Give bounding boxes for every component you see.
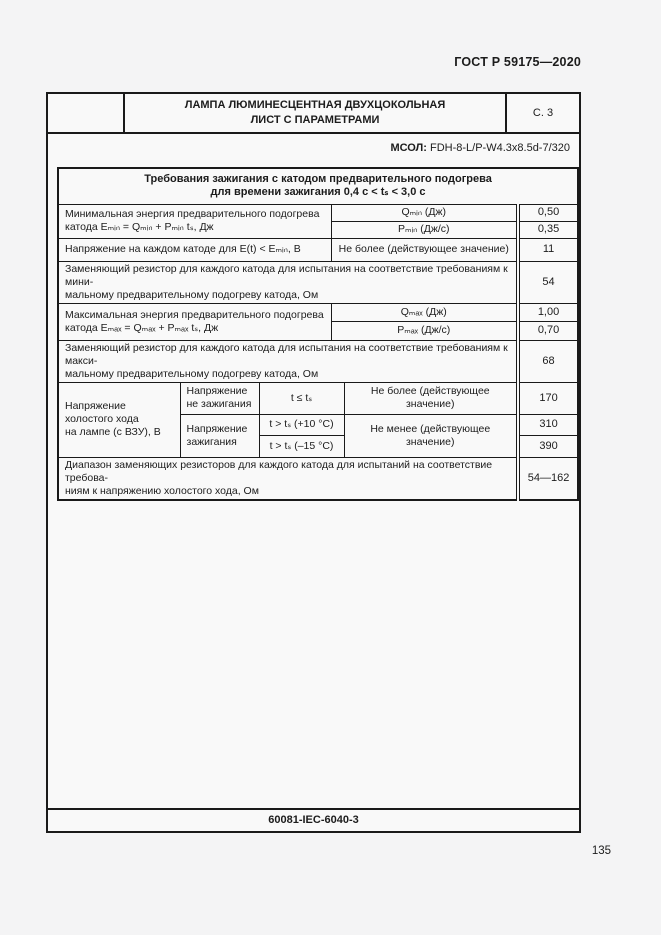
table-row: Заменяющий резистор для каждого катода д…	[57, 260, 579, 304]
table-row: Напряжение холостого хода на лампе (с ВЗ…	[57, 381, 579, 458]
table-title-line1: Требования зажигания с катодом предварит…	[144, 173, 492, 186]
cathode-voltage-value: 11	[515, 237, 579, 262]
resistor-range-value: 54—162	[515, 456, 579, 500]
sheet-title-line2: ЛИСТ С ПАРАМЕТРАМИ	[250, 114, 380, 126]
footer-standard-code: 60081-IEC-6040-3	[48, 808, 579, 831]
table-row: Максимальная энергия предварительного по…	[57, 302, 579, 341]
standard-number: ГОСТ Р 59175—2020	[454, 55, 581, 69]
ignition-criterion: Не менее (действующее значение)	[343, 413, 519, 458]
table-title-row: Требования зажигания с катодом предварит…	[57, 167, 579, 205]
cathode-voltage-criterion: Не более (действующее значение)	[330, 237, 519, 262]
max-energy-p-value: 0,70	[515, 320, 579, 341]
open-circuit-group-label: Напряжение холостого хода на лампе (с ВЗ…	[57, 381, 181, 458]
max-resistor-label: Заменяющий резистор для каждого катода д…	[57, 339, 519, 383]
no-ignition-criterion: Не более (действующее значение)	[343, 381, 519, 415]
table-row: Диапазон заменяющих резисторов для каждо…	[57, 456, 579, 500]
min-resistor-label: Заменяющий резистор для каждого катода д…	[57, 260, 519, 304]
no-ignition-value: 170	[515, 381, 579, 415]
min-energy-label: Минимальная энергия предварительного под…	[57, 203, 332, 239]
sheet-header: ЛАМПА ЛЮМИНЕСЦЕНТНАЯ ДВУХЦОКОЛЬНАЯ ЛИСТ …	[48, 94, 579, 134]
no-ignition-mode: Напряжение не зажигания	[179, 381, 260, 415]
mcol-designation: МСОЛ: FDH-8-L/P-W4.3x8.5d-7/320	[48, 134, 579, 154]
ignition-requirements-table: Требования зажигания с катодом предварит…	[57, 167, 580, 501]
ignition-value-cold: 390	[515, 434, 579, 458]
cathode-voltage-label: Напряжение на каждом катоде для E(t) < E…	[57, 237, 332, 262]
max-energy-label: Максимальная энергия предварительного по…	[57, 302, 332, 341]
max-energy-q-value: 1,00	[515, 302, 579, 322]
min-resistor-value: 54	[515, 260, 579, 304]
table-title-cell: Требования зажигания с катодом предварит…	[57, 167, 579, 205]
max-resistor-value: 68	[515, 339, 579, 383]
mcol-label: МСОЛ:	[390, 142, 427, 154]
sheet-title: ЛАМПА ЛЮМИНЕСЦЕНТНАЯ ДВУХЦОКОЛЬНАЯ ЛИСТ …	[125, 94, 505, 132]
min-energy-p-value: 0,35	[515, 220, 579, 239]
no-ignition-condition: t ≤ tₛ	[258, 381, 345, 415]
table-row: t > tₛ (–15 °C) 390	[58, 434, 579, 458]
ignition-value-warm: 310	[515, 413, 579, 436]
mcol-value: FDH-8-L/P-W4.3x8.5d-7/320	[430, 142, 570, 154]
min-energy-p-symbol: Pₘᵢₙ (Дж/с)	[330, 220, 519, 239]
ignition-condition-warm: t > tₛ (+10 °C)	[258, 413, 345, 436]
max-energy-p-symbol: Pₘₐₓ (Дж/с)	[330, 320, 519, 341]
min-energy-q-value: 0,50	[515, 203, 579, 222]
sheet-page-ref: С. 3	[505, 94, 579, 132]
min-energy-q-symbol: Qₘᵢₙ (Дж)	[330, 203, 519, 222]
max-energy-q-symbol: Qₘₐₓ (Дж)	[330, 302, 519, 322]
sheet-header-empty-cell	[48, 94, 125, 132]
ignition-mode: Напряжение зажигания	[179, 413, 260, 458]
table-row: Напряжение на каждом катоде для E(t) < E…	[57, 237, 579, 262]
sheet-title-line1: ЛАМПА ЛЮМИНЕСЦЕНТНАЯ ДВУХЦОКОЛЬНАЯ	[184, 99, 446, 111]
table-row: Напряжение зажигания t > tₛ (+10 °C) Не …	[58, 413, 579, 458]
document-frame: ЛАМПА ЛЮМИНЕСЦЕНТНАЯ ДВУХЦОКОЛЬНАЯ ЛИСТ …	[46, 92, 581, 833]
ignition-condition-cold: t > tₛ (–15 °C)	[258, 434, 345, 458]
page-number: 135	[591, 845, 611, 857]
table-row: Заменяющий резистор для каждого катода д…	[57, 339, 579, 383]
table-row: Минимальная энергия предварительного под…	[57, 203, 579, 239]
resistor-range-label: Диапазон заменяющих резисторов для каждо…	[57, 456, 519, 500]
table-title-line2: для времени зажигания 0,4 с < tₛ < 3,0 с	[210, 186, 426, 199]
